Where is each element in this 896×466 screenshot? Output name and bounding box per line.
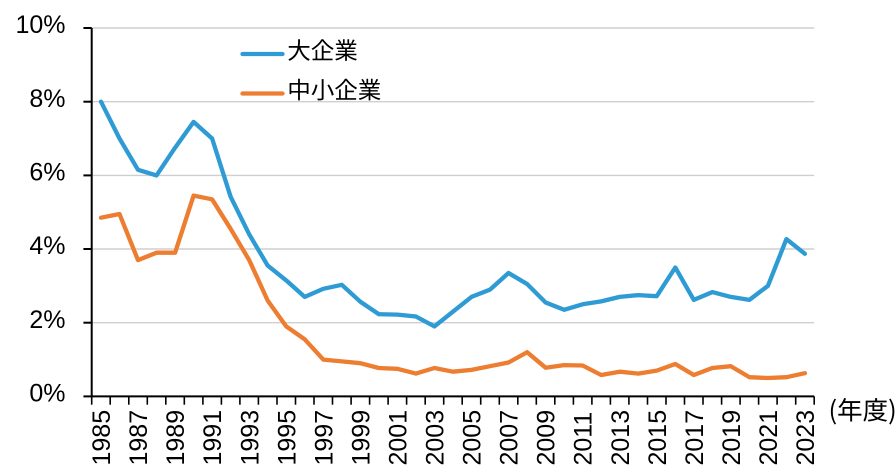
svg-text:6%: 6% [29, 159, 65, 187]
svg-text:1989: 1989 [162, 410, 190, 466]
svg-text:2%: 2% [29, 306, 65, 334]
svg-text:1997: 1997 [310, 410, 338, 466]
svg-text:2017: 2017 [681, 410, 709, 466]
svg-text:1985: 1985 [88, 410, 116, 466]
svg-text:1999: 1999 [347, 410, 375, 466]
svg-text:8%: 8% [29, 85, 65, 113]
svg-text:2003: 2003 [422, 410, 450, 466]
svg-text:1987: 1987 [125, 410, 153, 466]
svg-text:10%: 10% [15, 11, 65, 39]
svg-text:1991: 1991 [199, 410, 227, 466]
svg-text:2015: 2015 [644, 410, 672, 466]
svg-text:2019: 2019 [718, 410, 746, 466]
svg-text:2013: 2013 [607, 410, 635, 466]
svg-text:2021: 2021 [755, 410, 783, 466]
svg-text:2007: 2007 [496, 410, 524, 466]
svg-text:4%: 4% [29, 232, 65, 260]
svg-text:2001: 2001 [385, 410, 413, 466]
svg-text:1995: 1995 [273, 410, 301, 466]
svg-text:0%: 0% [29, 380, 65, 408]
svg-text:2005: 2005 [459, 410, 487, 466]
svg-text:1993: 1993 [236, 410, 264, 466]
svg-text:2011: 2011 [570, 412, 598, 466]
svg-text:2023: 2023 [792, 410, 820, 466]
svg-text:2009: 2009 [533, 410, 561, 466]
